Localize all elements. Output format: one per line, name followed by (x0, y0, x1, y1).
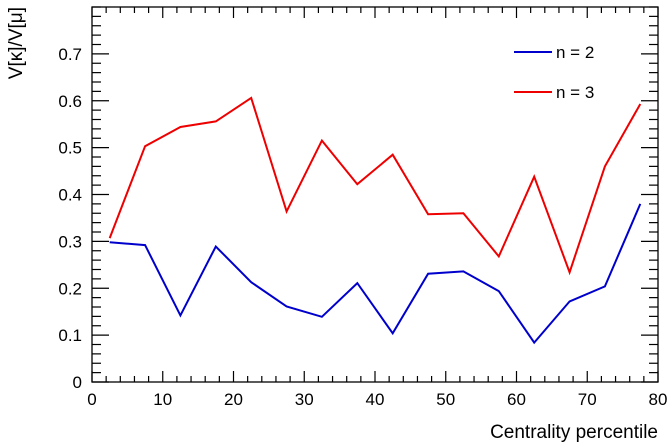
x-tick-label: 60 (507, 390, 526, 409)
x-tick-label: 40 (366, 390, 385, 409)
plot-frame (91, 6, 659, 383)
y-tick-label: 0.5 (58, 139, 82, 158)
y-tick-label: 0.2 (58, 279, 82, 298)
tick-labels: 0 10 20 30 40 50 60 70 80 0 0.1 0.2 0.3 0.4 0.5 0.6 0.7 (58, 45, 667, 409)
y-tick-label: 0.1 (58, 326, 82, 345)
legend-label-1: n = 2 (556, 43, 594, 62)
y-tick-label: 0.4 (58, 186, 82, 205)
series-line-2 (108, 96, 642, 276)
y-tick-label: 0.6 (58, 92, 82, 111)
legend: n = 2 n = 3 (514, 43, 594, 102)
x-tick-label: 70 (578, 390, 597, 409)
x-tick-label: 0 (87, 390, 96, 409)
x-axis-label: Centrality percentile (490, 422, 658, 442)
x-tick-label: 80 (649, 390, 668, 409)
series-line-1 (109, 203, 642, 345)
x-tick-label: 50 (436, 390, 455, 409)
y-axis-label: V[κ]/V[μ] (6, 7, 27, 79)
x-tick-label: 10 (153, 390, 172, 409)
x-tick-label: 30 (295, 390, 314, 409)
y-tick-label: 0.3 (58, 232, 82, 251)
legend-label-2: n = 3 (556, 83, 594, 102)
x-tick-label: 20 (224, 390, 243, 409)
tick-marks (91, 6, 659, 383)
series-lines (108, 96, 642, 345)
y-tick-label: 0.7 (58, 45, 82, 64)
y-tick-label: 0 (73, 373, 82, 392)
